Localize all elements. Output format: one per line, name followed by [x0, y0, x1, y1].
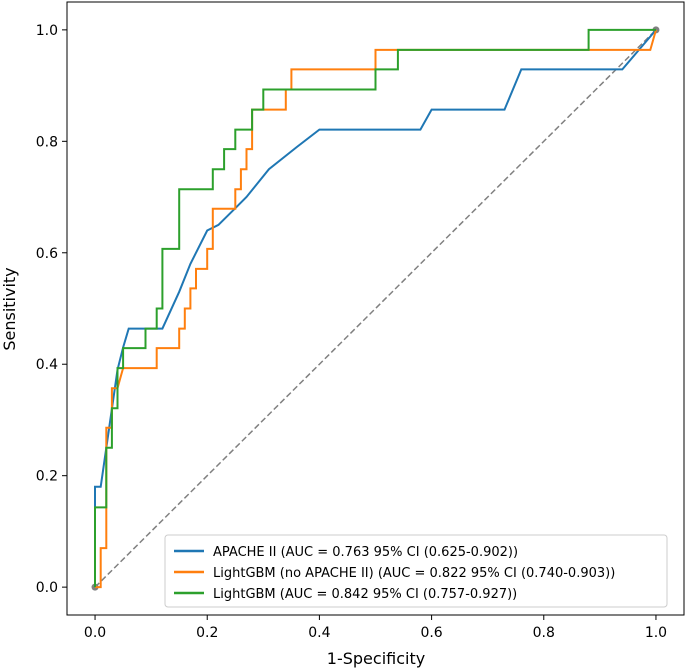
x-tick-label: 0.4: [308, 625, 330, 641]
legend-box: [164, 534, 668, 608]
y-axis-title: Sensitivity: [0, 267, 19, 350]
y-axis-ticks: 0.0 0.2 0.4 0.6 0.8 1.0: [36, 23, 67, 596]
reference-diagonal-line: [94, 29, 657, 588]
x-tick-label: 0.8: [533, 625, 555, 641]
y-tick-label: 0.8: [36, 134, 58, 150]
y-tick-label: 0.4: [36, 357, 58, 373]
legend-label-2: LightGBM (no APACHE II) (AUC = 0.822 95%…: [213, 566, 615, 581]
y-tick-label: 1.0: [36, 23, 58, 39]
y-tick-label: 0.2: [36, 469, 58, 485]
x-tick-label: 0.0: [84, 625, 106, 641]
x-tick-label: 0.2: [196, 625, 218, 641]
x-tick-label: 1.0: [645, 625, 667, 641]
series-layer: [94, 28, 657, 589]
y-tick-label: 0.6: [36, 246, 58, 262]
legend-label-1: APACHE II (AUC = 0.763 95% CI (0.625-0.9…: [213, 545, 518, 560]
plot-frame: [66, 1, 685, 616]
roc-series-line-3: [94, 28, 656, 588]
y-tick-label: 0.0: [36, 580, 58, 596]
legend: APACHE II (AUC = 0.763 95% CI (0.625-0.9…: [164, 534, 668, 608]
legend-label-3: LightGBM (AUC = 0.842 95% CI (0.757-0.92…: [213, 587, 517, 602]
x-axis-title: 1-Specificity: [327, 649, 425, 668]
x-axis-ticks: 0.0 0.2 0.4 0.6 0.8 1.0: [84, 615, 667, 641]
x-tick-label: 0.6: [420, 625, 442, 641]
